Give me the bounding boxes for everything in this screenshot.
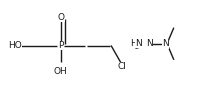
Text: O: O [57, 13, 64, 22]
Text: 2: 2 [134, 44, 139, 50]
Text: Cl: Cl [118, 62, 126, 71]
Text: N: N [162, 39, 169, 48]
Text: P: P [58, 41, 63, 50]
Text: N: N [135, 39, 142, 48]
Text: N: N [146, 39, 153, 48]
Text: H: H [130, 39, 136, 48]
Text: OH: OH [54, 67, 68, 76]
Text: HO: HO [9, 41, 22, 50]
